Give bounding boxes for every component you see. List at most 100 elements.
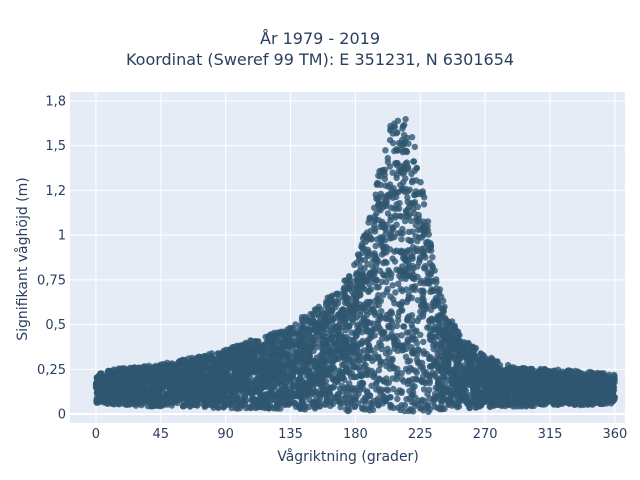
data-point (402, 353, 410, 360)
data-point (359, 405, 366, 412)
data-point (411, 143, 418, 151)
data-point (386, 314, 393, 321)
data-point (404, 194, 411, 201)
data-point (402, 116, 409, 123)
data-point (387, 122, 394, 130)
data-point (436, 349, 443, 356)
data-point (426, 259, 433, 267)
data-point (315, 303, 322, 310)
data-point (375, 317, 382, 324)
data-point (432, 294, 440, 302)
data-point (378, 308, 385, 315)
data-point (399, 125, 406, 132)
data-point (399, 230, 406, 237)
data-point (254, 338, 261, 345)
data-point (331, 366, 338, 373)
data-point (291, 368, 298, 376)
data-point (348, 329, 355, 336)
data-point (401, 140, 408, 147)
data-point (371, 250, 378, 257)
data-point (433, 279, 440, 286)
data-point (413, 164, 420, 172)
data-point (382, 147, 389, 154)
data-point (215, 350, 222, 357)
data-point (326, 294, 333, 301)
data-point (398, 376, 406, 383)
data-point (177, 396, 184, 403)
data-point (415, 226, 422, 234)
data-point (411, 394, 419, 401)
data-point (492, 358, 499, 365)
data-point (453, 328, 460, 335)
data-point (425, 231, 432, 238)
data-point (371, 350, 378, 357)
data-point (407, 272, 414, 279)
data-point (386, 163, 394, 170)
data-point (362, 396, 369, 403)
data-point (349, 319, 356, 326)
data-point (278, 330, 286, 338)
data-point (426, 355, 434, 362)
data-point (409, 350, 416, 357)
data-point (427, 288, 434, 295)
data-point (392, 289, 399, 296)
data-point (177, 359, 184, 366)
data-point (230, 344, 237, 351)
data-point (353, 270, 360, 277)
data-point (600, 370, 607, 377)
data-point (288, 391, 295, 399)
data-point (306, 396, 313, 404)
data-point (386, 349, 393, 356)
data-point (394, 129, 401, 136)
data-point (356, 353, 364, 360)
chart-title: År 1979 - 2019 (260, 29, 380, 48)
data-point (289, 383, 296, 391)
data-point (222, 346, 230, 353)
data-point (417, 331, 424, 338)
data-point (424, 390, 431, 398)
data-point (194, 354, 201, 361)
data-point (359, 240, 366, 248)
data-point (347, 277, 354, 284)
data-point (383, 335, 390, 342)
data-point (381, 175, 389, 183)
data-point (414, 346, 422, 353)
data-point (389, 355, 396, 363)
data-point (427, 306, 435, 314)
data-point (288, 326, 295, 333)
data-point (387, 308, 395, 315)
data-point (292, 321, 299, 328)
data-point (183, 385, 190, 392)
data-point (368, 382, 375, 389)
data-point (375, 323, 383, 331)
data-point (414, 317, 421, 325)
data-point (104, 367, 112, 375)
data-point (373, 181, 381, 188)
data-point (366, 214, 374, 221)
data-point (384, 154, 391, 162)
data-point (422, 265, 429, 272)
data-point (362, 231, 369, 239)
data-point (364, 260, 371, 268)
data-point (390, 385, 397, 393)
data-point (405, 377, 412, 384)
data-point (198, 371, 206, 379)
data-point (420, 201, 428, 208)
data-point (287, 377, 294, 384)
data-point (417, 287, 424, 294)
data-point (355, 358, 363, 365)
data-point (401, 402, 409, 409)
data-point (408, 286, 415, 293)
data-point (313, 343, 320, 351)
data-point (435, 354, 443, 362)
data-point (180, 402, 188, 410)
data-point (412, 402, 419, 409)
data-point (393, 322, 401, 330)
data-point (406, 395, 413, 402)
data-point (335, 290, 342, 297)
data-point (393, 341, 400, 349)
data-point (583, 372, 591, 379)
data-point (439, 306, 446, 313)
data-point (371, 204, 378, 211)
